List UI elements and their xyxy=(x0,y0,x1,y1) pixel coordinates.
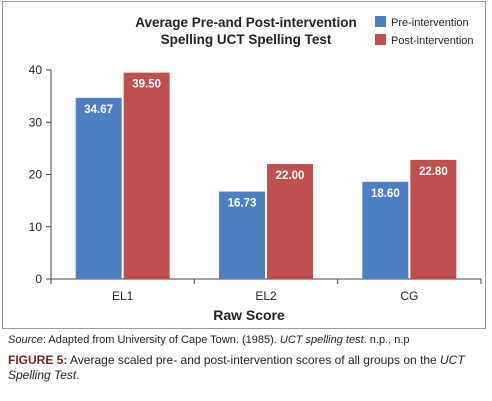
caption-block: Source: Adapted from University of Cape … xyxy=(8,333,488,383)
bar-value-label: 22.80 xyxy=(419,166,448,178)
y-tick-label: 10 xyxy=(29,220,43,234)
bar-value-label: 22.00 xyxy=(276,170,305,182)
y-axis: 0 10 20 30 40 xyxy=(29,63,52,286)
bar-value-label: 34.67 xyxy=(84,104,113,116)
chart-title-line-1: Average Pre-and Post-intervention xyxy=(135,15,357,30)
chart-title-line-2: Spelling UCT Spelling Test xyxy=(161,32,332,47)
y-tick-label: 40 xyxy=(29,63,43,77)
bars xyxy=(75,72,457,280)
bar-value-label: 39.50 xyxy=(132,79,161,91)
x-tick-label: EL2 xyxy=(255,289,277,303)
bar xyxy=(362,181,409,279)
bar xyxy=(219,191,265,279)
legend-swatch xyxy=(375,16,386,27)
bar-value-label: 18.60 xyxy=(371,188,400,200)
x-axis: EL1 EL2 CG xyxy=(50,278,482,303)
caption-end: . xyxy=(76,368,80,382)
figure-label: FIGURE 5: xyxy=(8,353,68,367)
source-label: Source xyxy=(8,334,43,346)
y-tick-label: 0 xyxy=(35,272,42,286)
bar-value-label: 16.73 xyxy=(228,198,257,210)
legend: Pre-intervention Post-intervention xyxy=(375,16,474,47)
y-tick-label: 30 xyxy=(29,115,43,129)
source-text: : Adapted from University of Cape Town. … xyxy=(42,334,280,346)
legend-label: Pre-intervention xyxy=(391,17,469,29)
value-labels: 34.67 16.73 18.60 39.50 22.00 22.80 xyxy=(84,79,447,210)
legend-swatch xyxy=(375,34,386,45)
legend-label: Post-intervention xyxy=(391,35,474,47)
x-axis-title: Raw Score xyxy=(213,307,285,323)
y-tick-label: 20 xyxy=(29,168,43,182)
bar xyxy=(75,97,122,280)
figure-caption: FIGURE 5: Average scaled pre- and post-i… xyxy=(8,353,488,383)
source-title: UCT spelling test xyxy=(279,334,364,346)
source-end: . n.p., n.p xyxy=(363,334,410,346)
bar xyxy=(267,164,313,279)
caption-italic: UCT Spelling Test xyxy=(8,353,465,382)
caption-text: Average scaled pre- and post-interventio… xyxy=(67,353,441,367)
x-tick-label: CG xyxy=(400,289,418,303)
bar xyxy=(123,72,170,279)
chart-frame: Average Pre-and Post-intervention Spelli… xyxy=(2,1,486,329)
bar-chart: Average Pre-and Post-intervention Spelli… xyxy=(29,15,482,323)
bar xyxy=(410,159,457,279)
source-line: Source: Adapted from University of Cape … xyxy=(8,333,488,347)
x-tick-label: EL1 xyxy=(112,289,134,303)
